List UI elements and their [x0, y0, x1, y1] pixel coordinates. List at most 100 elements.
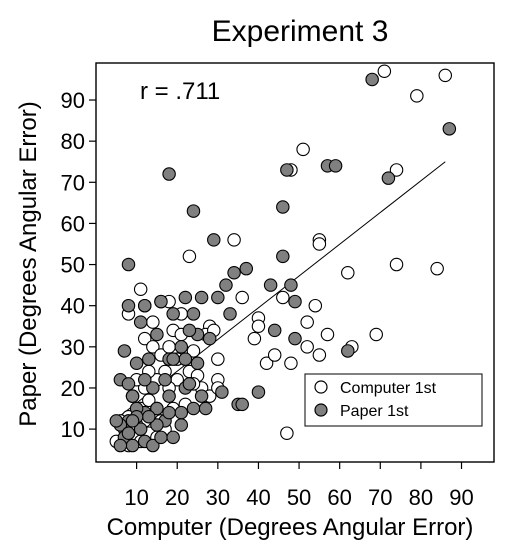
y-tick-label: 50 [61, 253, 85, 278]
x-tick-label: 60 [327, 485, 351, 510]
plot-frame [95, 62, 495, 463]
point-paper-1st [194, 389, 209, 403]
point-paper-1st [133, 422, 148, 436]
point-paper-1st [267, 323, 282, 338]
point-paper-1st [288, 294, 302, 309]
chart-title: Experiment 3 [212, 15, 389, 48]
legend-label-computer-1st: Computer 1st [340, 380, 437, 397]
point-paper-1st [186, 204, 201, 218]
data-points [109, 64, 457, 453]
point-paper-1st [276, 249, 290, 264]
point-paper-1st [381, 171, 396, 185]
legend: Computer 1st Paper 1st [304, 373, 483, 427]
point-computer-1st [133, 282, 148, 296]
point-paper-1st [113, 438, 128, 453]
point-computer-1st [389, 257, 404, 272]
point-computer-1st [186, 344, 201, 358]
point-paper-1st [182, 323, 197, 338]
point-computer-1st [369, 327, 383, 342]
point-paper-1st [263, 278, 278, 292]
point-paper-1st [166, 307, 180, 321]
x-tick-label: 50 [287, 485, 311, 510]
point-paper-1st [178, 290, 193, 305]
point-paper-1st [109, 414, 124, 428]
point-computer-1st [296, 142, 310, 157]
point-computer-1st [308, 298, 323, 313]
y-tick-label: 40 [61, 294, 85, 319]
point-paper-1st [125, 414, 140, 428]
point-computer-1st [410, 89, 424, 103]
point-paper-1st [276, 200, 290, 214]
y-tick-label: 60 [61, 211, 85, 236]
point-paper-1st [442, 122, 457, 136]
point-paper-1st [146, 438, 160, 453]
point-paper-1st [178, 352, 193, 366]
point-paper-1st [186, 307, 201, 321]
point-paper-1st [150, 418, 164, 432]
y-tick-label: 20 [61, 376, 85, 401]
point-paper-1st [146, 381, 160, 395]
x-tick-label: 80 [409, 485, 433, 510]
point-paper-1st [154, 294, 168, 309]
y-tick-label: 90 [61, 88, 85, 113]
point-computer-1st [227, 233, 241, 247]
point-paper-1st [174, 340, 189, 354]
x-tick-label: 30 [206, 485, 230, 510]
point-paper-1st [207, 233, 221, 247]
y-tick-label: 70 [61, 170, 85, 195]
point-paper-1st [251, 385, 266, 399]
point-computer-1st [377, 64, 392, 78]
y-axis: 10 20 30 40 50 60 70 80 90 [61, 88, 96, 442]
point-paper-1st [133, 315, 148, 329]
point-paper-1st [284, 278, 298, 292]
point-paper-1st [162, 167, 176, 181]
point-paper-1st [117, 344, 132, 358]
point-paper-1st [121, 298, 136, 313]
point-computer-1st [312, 237, 327, 251]
correlation-annotation: r = .711 [140, 78, 220, 105]
point-computer-1st [430, 261, 444, 276]
point-paper-1st [137, 372, 152, 387]
point-computer-1st [146, 340, 160, 354]
point-paper-1st [137, 298, 152, 313]
x-axis-label: Computer (Degrees Angular Error) [107, 514, 474, 541]
point-paper-1st [121, 257, 136, 272]
point-computer-1st [284, 356, 298, 371]
point-paper-1st [239, 261, 254, 276]
x-tick-label: 70 [368, 485, 392, 510]
x-tick-label: 20 [165, 485, 189, 510]
point-paper-1st [288, 331, 302, 346]
point-computer-1st [162, 340, 176, 354]
point-paper-1st [194, 290, 209, 305]
point-paper-1st [190, 356, 205, 371]
point-computer-1st [438, 68, 453, 83]
point-computer-1st [300, 315, 314, 329]
point-paper-1st [182, 377, 197, 391]
point-paper-1st [142, 410, 156, 424]
point-paper-1st [166, 430, 180, 445]
point-paper-1st [341, 344, 355, 358]
y-tick-label: 10 [61, 417, 85, 442]
regression-line [115, 161, 446, 420]
point-paper-1st [215, 385, 229, 399]
point-computer-1st [312, 348, 327, 362]
legend-box [304, 373, 483, 427]
x-tick-label: 40 [246, 485, 270, 510]
point-computer-1st [320, 327, 335, 342]
point-computer-1st [267, 348, 282, 362]
x-axis: 10 20 30 40 50 60 70 80 90 [124, 462, 474, 510]
legend-marker-computer-1st [314, 380, 328, 394]
point-paper-1st [280, 163, 294, 177]
x-tick-label: 10 [124, 485, 148, 510]
y-tick-label: 30 [61, 335, 85, 360]
point-paper-1st [125, 389, 140, 403]
y-axis-label: Paper (Degrees Angular Error) [15, 101, 42, 426]
point-paper-1st [202, 331, 217, 346]
point-computer-1st [182, 249, 197, 264]
point-paper-1st [211, 290, 225, 305]
point-paper-1st [227, 266, 241, 280]
point-computer-1st [276, 290, 290, 305]
legend-marker-paper-1st [314, 403, 328, 417]
point-paper-1st [154, 430, 168, 445]
